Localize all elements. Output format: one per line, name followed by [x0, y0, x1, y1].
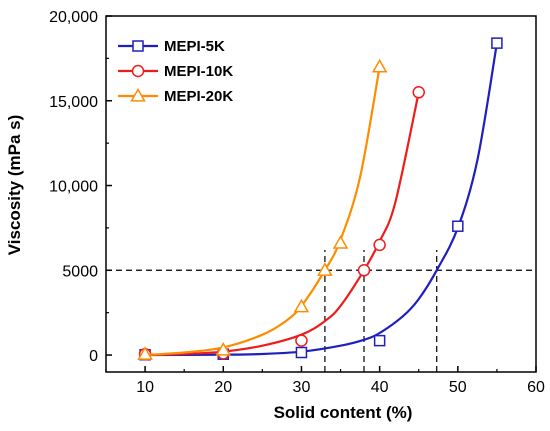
data-point: [373, 334, 386, 347]
legend: MEPI-5K MEPI-10K MEPI-20K: [118, 38, 233, 105]
data-point: [371, 58, 388, 73]
y-axis-title: Viscosity (mPa s): [5, 115, 24, 255]
y-tick-label: 0: [89, 348, 98, 365]
data-point: [332, 235, 349, 249]
legend-marker: [132, 40, 144, 52]
data-point: [452, 220, 464, 232]
x-tick-label: 50: [449, 379, 467, 396]
ticks: 10 20 30 40 50 60 0 5000 10,000 15,000 20,000: [49, 9, 545, 396]
y-tick-label: 10,000: [49, 179, 98, 196]
data-point: [373, 238, 386, 252]
data-point: [491, 37, 503, 49]
data-point: [295, 334, 308, 347]
series-mepi-20k: [137, 58, 388, 360]
data-point: [137, 346, 153, 360]
plot-frame: [105, 15, 537, 373]
series-layer: [137, 37, 503, 361]
x-tick-label: 60: [527, 379, 545, 396]
series-line: [145, 92, 420, 357]
legend-marker: [130, 87, 146, 102]
series-mepi-5k: [139, 37, 503, 361]
series-line: [145, 42, 498, 357]
legend-item: MEPI-20K: [118, 87, 233, 105]
data-point: [412, 86, 425, 99]
legend-item: MEPI-5K: [118, 38, 225, 55]
legend-label: MEPI-20K: [164, 88, 233, 105]
x-tick-label: 20: [214, 379, 232, 396]
axes: [105, 15, 537, 373]
x-axis-title: Solid content (%): [274, 403, 413, 422]
y-tick-label: 20,000: [49, 9, 98, 26]
y-tick-label: 5000: [62, 263, 98, 280]
series-line: [145, 66, 381, 357]
data-point: [295, 346, 308, 359]
x-tick-label: 40: [371, 379, 389, 396]
data-point: [357, 264, 371, 277]
data-point: [215, 341, 232, 356]
legend-label: MEPI-5K: [164, 38, 225, 55]
data-point: [317, 262, 333, 276]
data-point: [293, 298, 310, 313]
y-tick-label: 15,000: [49, 94, 98, 111]
x-tick-label: 30: [293, 379, 311, 396]
legend-item: MEPI-10K: [118, 63, 233, 80]
x-tick-label: 10: [136, 379, 154, 396]
series-mepi-10k: [138, 86, 425, 361]
legend-marker: [131, 64, 145, 78]
legend-label: MEPI-10K: [164, 63, 233, 80]
